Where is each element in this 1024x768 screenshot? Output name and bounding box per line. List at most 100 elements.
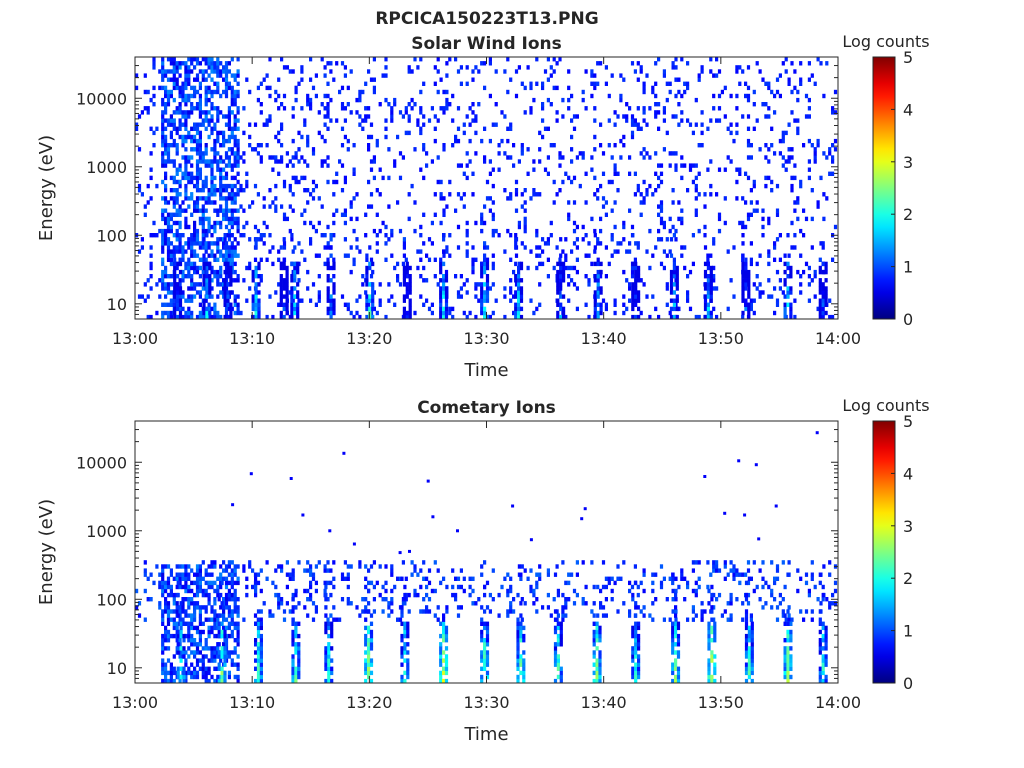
heatmap-cell [494, 102, 498, 107]
heatmap-cell [201, 118, 205, 123]
heatmap-cell [430, 302, 434, 307]
burst-cell [217, 633, 221, 639]
heatmap-cell [204, 159, 208, 164]
heatmap-cell [169, 224, 173, 230]
burst-cell [556, 310, 560, 316]
heatmap-cell [320, 134, 324, 140]
burst-cell [327, 625, 331, 631]
heatmap-cell [224, 89, 229, 95]
heatmap-cell [201, 269, 205, 275]
heatmap-cell [158, 601, 162, 606]
heatmap-cell [184, 97, 188, 103]
heatmap-cell [471, 69, 475, 74]
heatmap-cell [198, 633, 202, 639]
heatmap-cell [233, 588, 237, 594]
heatmap-cell [282, 106, 287, 111]
heatmap-cell [648, 106, 652, 111]
heatmap-cell [161, 584, 165, 590]
heatmap-cell [201, 208, 205, 213]
heatmap-cell [161, 114, 165, 119]
heatmap-cell [712, 286, 716, 291]
heatmap-cell [561, 617, 565, 622]
burst-cell [634, 290, 638, 295]
heatmap-cell [749, 155, 753, 160]
heatmap-cell [277, 77, 281, 82]
heatmap-cell [372, 597, 376, 602]
heatmap-cell [648, 228, 652, 234]
burst-cell [675, 278, 679, 283]
heatmap-cell [506, 609, 510, 614]
heatmap-cell [456, 192, 461, 197]
burst-cell [406, 670, 410, 676]
heatmap-cell [210, 114, 214, 119]
heatmap-cell [433, 560, 437, 565]
burst-cell [706, 294, 710, 299]
heatmap-cell [158, 584, 162, 590]
heatmap-cell [335, 171, 339, 176]
heatmap-cell [787, 155, 791, 160]
heatmap-cell [593, 134, 597, 140]
heatmap-cell [195, 605, 200, 610]
heatmap-cell [639, 580, 643, 586]
heatmap-cell [207, 666, 211, 671]
heatmap-cell [741, 572, 745, 577]
heatmap-cells [135, 560, 838, 684]
burst-cell [675, 298, 679, 303]
heatmap-cell [535, 265, 539, 271]
heatmap-cell [749, 617, 753, 622]
burst-cell [786, 286, 790, 291]
heatmap-cell [164, 134, 168, 140]
heatmap-cell [445, 89, 449, 95]
heatmap-cell [581, 601, 585, 606]
burst-cell [522, 666, 526, 671]
heatmap-cell [761, 576, 765, 581]
heatmap-cell [715, 57, 719, 62]
burst-cell [202, 257, 206, 262]
heatmap-cell [659, 237, 664, 242]
burst-cell [559, 269, 563, 275]
heatmap-cell [268, 294, 272, 299]
heatmap-cell [343, 253, 347, 258]
heatmap-cell [300, 106, 304, 111]
heatmap-cell [741, 601, 745, 606]
burst-cell [674, 650, 678, 655]
heatmap-cell [210, 249, 214, 254]
heatmap-cell [787, 147, 791, 152]
heatmap-cell [169, 159, 173, 164]
heatmap-cell [828, 147, 832, 152]
heatmap-cell [456, 576, 461, 581]
heatmap-cell [523, 216, 527, 222]
burst-cell [824, 302, 828, 307]
heatmap-cell [636, 61, 640, 66]
burst-cell [674, 678, 678, 684]
heatmap-cell [222, 253, 226, 258]
heatmap-cell [593, 228, 597, 234]
heatmap-cell [161, 633, 165, 639]
heatmap-cell [187, 666, 191, 671]
heatmap-cell [491, 228, 495, 234]
heatmap-cell [161, 118, 165, 123]
heatmap-cell [219, 130, 223, 136]
burst-cell [672, 233, 676, 238]
burst-cell [178, 269, 183, 275]
heatmap-cell [190, 633, 194, 639]
heatmap-cell [224, 642, 229, 647]
heatmap-cell [630, 274, 635, 279]
heatmap-cell [677, 122, 681, 127]
heatmap-cell [184, 220, 188, 226]
burst-cell [634, 654, 638, 659]
heatmap-cell [169, 93, 173, 99]
burst-cell [173, 274, 177, 279]
heatmap-cell [509, 196, 513, 201]
burst-cell [223, 286, 227, 291]
heatmap-cell [790, 183, 794, 189]
burst-cell [327, 658, 331, 663]
burst-cell [176, 286, 180, 291]
burst-cell [220, 629, 224, 635]
heatmap-cell [291, 568, 295, 573]
burst-cell [176, 592, 180, 598]
heatmap-cell [758, 253, 762, 258]
heatmap-cell [488, 57, 492, 62]
burst-cell [256, 670, 261, 676]
heatmap-cell [187, 597, 191, 602]
